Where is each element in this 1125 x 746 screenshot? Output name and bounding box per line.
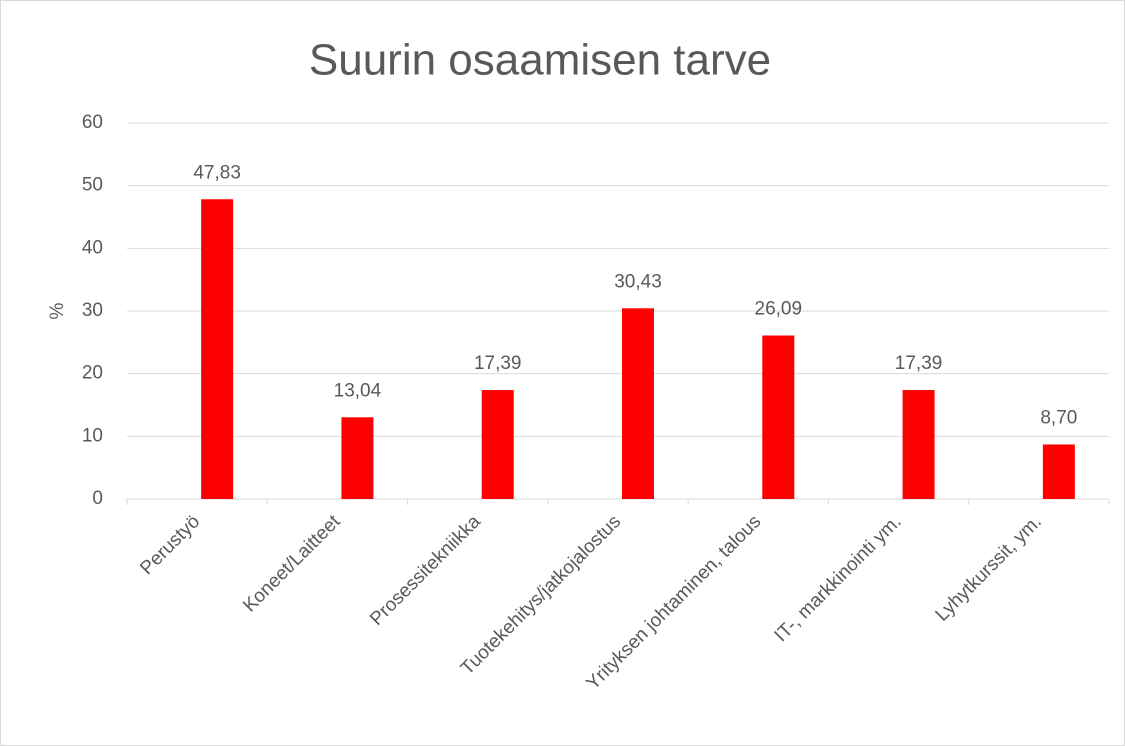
y-tick-label: 40 — [82, 237, 103, 258]
y-tick-label: 0 — [92, 488, 103, 509]
data-label: 30,43 — [614, 271, 662, 292]
data-label: 26,09 — [755, 299, 803, 320]
y-tick-label: 20 — [82, 363, 103, 384]
bar — [201, 199, 234, 500]
data-label: 17,39 — [474, 353, 522, 374]
bar — [762, 335, 795, 499]
data-label: 8,70 — [1040, 407, 1077, 428]
bar — [481, 390, 514, 499]
bar — [1042, 444, 1075, 499]
bar — [341, 417, 374, 499]
y-axis-label: % — [47, 302, 68, 319]
bar — [902, 390, 935, 499]
data-label: 13,04 — [334, 380, 382, 401]
data-label: 17,39 — [895, 353, 943, 374]
y-tick-label: 10 — [82, 425, 103, 446]
y-tick-label: 30 — [82, 300, 103, 321]
y-tick-label: 50 — [82, 175, 103, 196]
bar — [622, 308, 654, 499]
chart-title: Suurin osaamisen tarve — [309, 36, 771, 85]
data-label: 47,83 — [193, 162, 241, 183]
y-tick-label: 60 — [82, 112, 103, 133]
